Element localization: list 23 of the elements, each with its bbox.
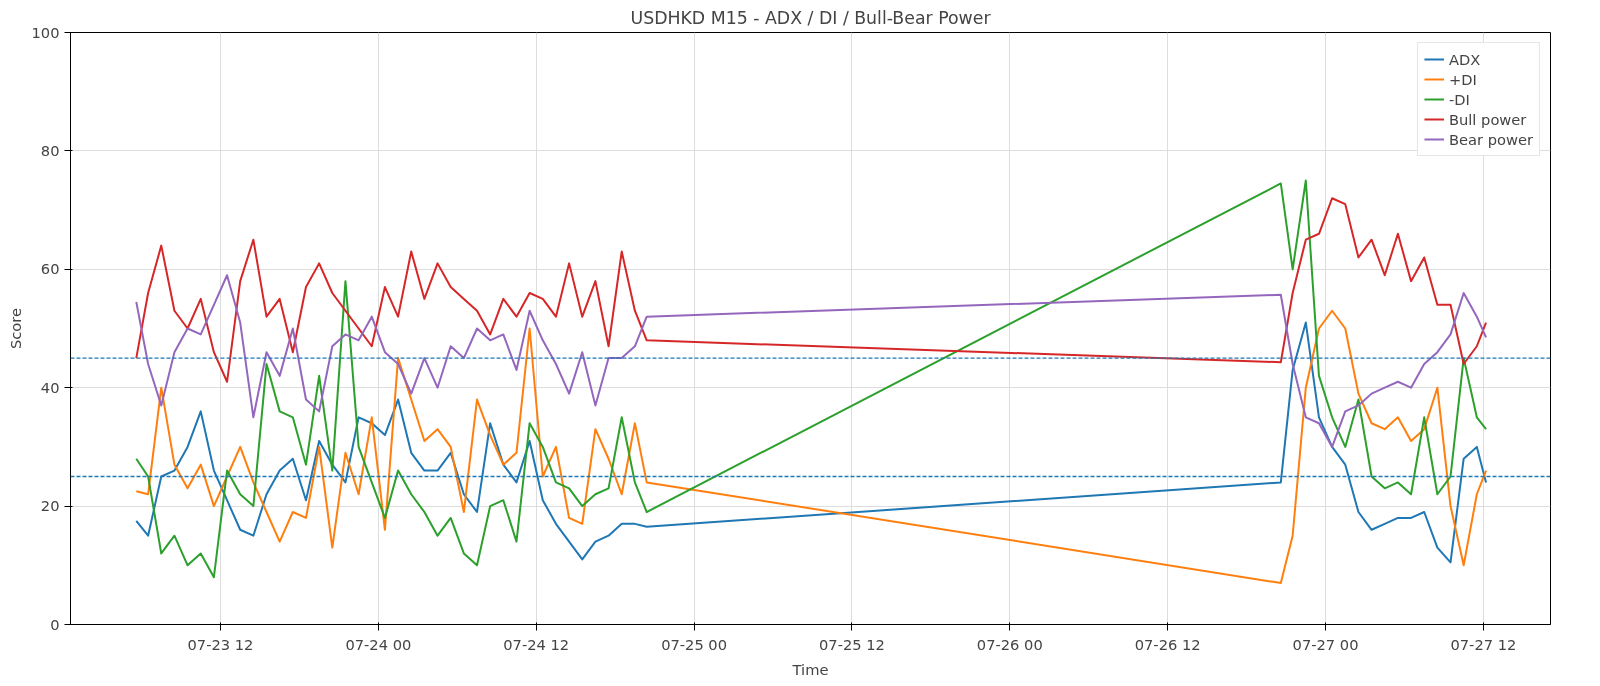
legend-label: +DI — [1448, 70, 1477, 88]
legend-label: -DI — [1448, 90, 1470, 108]
y-tick-label: 60 — [40, 260, 60, 278]
x-tick-label: 07-26 12 — [1134, 635, 1201, 653]
legend-label: ADX — [1448, 50, 1481, 68]
y-axis-title: Score — [6, 307, 24, 350]
x-axis-title: Time — [791, 660, 829, 678]
legend-label: Bear power — [1448, 130, 1533, 148]
x-tick-label: 07-24 12 — [503, 635, 570, 653]
x-tick-label: 07-25 00 — [661, 635, 728, 653]
y-tick-label: 0 — [50, 615, 60, 633]
x-tick-label: 07-24 00 — [345, 635, 412, 653]
y-tick-label: 20 — [40, 497, 60, 515]
x-tick-label: 07-25 12 — [818, 635, 885, 653]
y-tick-label: 40 — [40, 378, 60, 396]
y-tick-label: 80 — [40, 141, 60, 159]
legend-label: Bull power — [1448, 110, 1527, 128]
x-tick-label: 07-23 12 — [187, 635, 254, 653]
x-tick-label: 07-27 12 — [1450, 635, 1517, 653]
x-tick-label: 07-26 00 — [976, 635, 1043, 653]
y-tick-label: 100 — [31, 23, 60, 41]
x-tick-label: 07-27 00 — [1292, 635, 1359, 653]
chart-title: USDHKD M15 - ADX / DI / Bull-Bear Power — [630, 7, 992, 28]
